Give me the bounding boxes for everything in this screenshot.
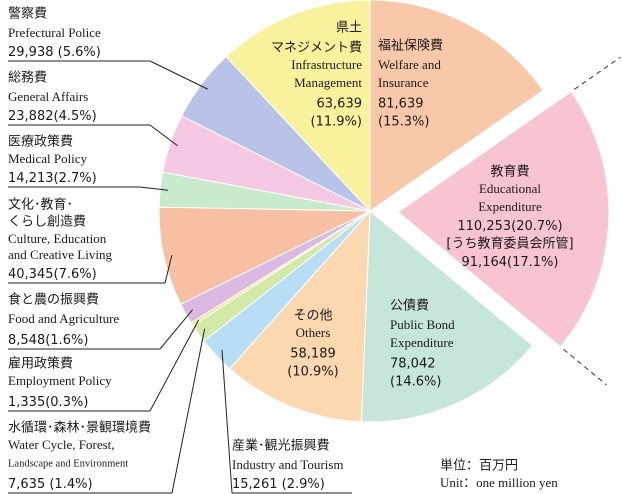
label-en: Food and Agriculture [8,311,119,326]
value-label: 78,042 [390,357,436,372]
label-ja: 教育費 [490,164,529,180]
value-text: 23,882 [8,109,54,124]
leader-line [139,186,169,191]
label-ja: 福祉保険費 [378,39,443,54]
value-text: 8,548 [8,333,45,348]
pie-slice [158,206,371,305]
label-en: and Creative Living [8,247,112,262]
value-label: 23,882(4.5%) [8,109,97,124]
leader-line [149,124,179,147]
label-en: Insurance [378,75,429,90]
value-text: 15,261 [232,477,278,492]
label-en: Expenditure [390,335,454,350]
value-text: 29,938 [8,45,54,60]
percent-text: (2.9%) [278,477,325,492]
leader-line [164,255,173,284]
sub-value-text: 91,164 [462,255,508,270]
label-en: Water Cycle, Forest, [8,437,115,452]
label-en: Public Bond [390,317,455,332]
label-en: Others [296,325,331,340]
label-en: Landscape and Environment [8,458,128,469]
percent-text: (20.7%) [511,219,562,234]
label-ja: 文化･教育･ [8,197,73,213]
value-label: 1,335(0.3%) [8,395,88,410]
sub-value-label: 91,164(17.1%) [462,255,559,270]
label-en: Infrastructure [291,57,362,72]
label-en: Employment Policy [8,373,112,388]
label-ja: その他 [293,309,332,324]
label-ja: 医療政策費 [8,134,73,150]
value-label: 110,253(20.7%) [457,219,562,234]
unit-ja: 単位：百万円 [440,458,518,474]
percent-text: (1.6%) [45,333,88,348]
percent-text: (1.4%) [45,477,92,492]
label-ja: 雇用政策費 [8,356,73,372]
label-ja: 県土 [336,21,362,36]
value-label: 8,548(1.6%) [8,333,88,348]
leader-line [171,328,206,494]
sub-label: [うち教育委員会所管] [446,236,573,252]
value-label: 40,345(7.6%) [8,267,97,282]
pie-slice [369,0,544,212]
label-ja: マネジメント費 [271,41,362,56]
value-text: 110,253 [457,219,511,234]
value-label: 29,938 (5.6%) [8,45,101,60]
sub-percent-text: (17.1%) [507,255,558,270]
label-ja: 食と農の振興費 [8,292,99,308]
pie-slice [397,90,610,348]
pie-slice [229,209,371,423]
percent-label: (11.9%) [311,115,362,130]
value-label: 81,639 [378,97,424,112]
value-text: 40,345 [8,267,54,282]
label-en: Welfare and [378,57,441,72]
label-en: Expenditure [478,199,542,214]
label-ja: 総務費 [8,71,47,86]
percent-label: (10.9%) [287,365,338,380]
percent-label: (15.3%) [378,115,429,130]
percent-text: (2.7%) [54,171,97,186]
label-ja: 警察費 [8,6,47,22]
label-en: Prefectural Police [8,25,101,40]
label-en: Industry and Tourism [232,457,344,472]
value-text: 1,335 [8,395,45,410]
unit-en: Unit：one million yen [440,475,558,490]
value-text: 7,635 [8,477,45,492]
percent-text: (0.3%) [45,395,88,410]
value-label: 63,639 [317,97,363,112]
percent-label: (14.6%) [390,375,441,390]
value-text: 14,213 [8,171,54,186]
label-ja: 水循環･森林･景観環境費 [8,421,151,436]
labels: 福祉保険費 Welfare and Insurance 81,639 (15.3%) 教育… [8,6,574,494]
pie-slice [225,0,371,213]
explode-guide [563,348,608,386]
explode-guide [574,56,621,90]
value-label: 7,635 (1.4%) [8,477,93,492]
label-en: Medical Policy [8,151,88,166]
label-en: Educational [479,181,541,196]
label-en: Management [294,75,362,90]
leader-line [159,309,193,350]
value-label: 14,213(2.7%) [8,171,97,186]
label-en: Culture, Education [8,231,107,246]
label-ja: 産業･観光振興費 [232,438,330,454]
value-label: 15,261 (2.9%) [232,477,325,492]
label-ja: くらし創造費 [8,215,86,230]
leader-line [221,349,233,494]
percent-text: (7.6%) [54,267,97,282]
pie-slice [360,209,534,423]
label-ja: 公債費 [390,299,429,314]
leader-line [149,319,200,412]
leader-line [149,60,208,90]
pie [158,0,621,423]
percent-text: (5.6%) [54,45,101,60]
percent-text: (4.5%) [54,109,97,124]
value-label: 58,189 [290,347,336,362]
label-en: General Affairs [8,89,88,104]
